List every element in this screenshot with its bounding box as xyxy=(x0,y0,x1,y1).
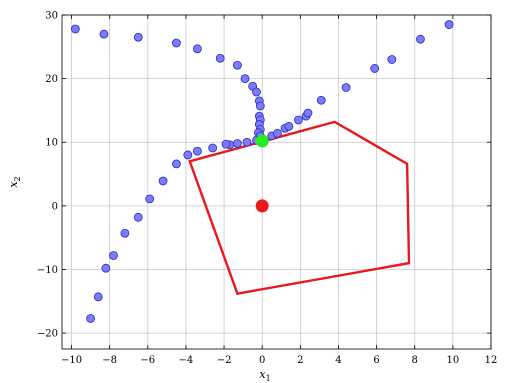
region-polygon xyxy=(188,120,411,296)
data-point xyxy=(370,64,380,73)
data-point xyxy=(233,139,242,148)
data-point xyxy=(120,228,130,238)
data-point xyxy=(233,60,242,70)
x-tick-label: 0 xyxy=(259,355,265,366)
data-point xyxy=(192,44,202,54)
data-point xyxy=(284,121,294,131)
data-point xyxy=(341,83,351,92)
data-point xyxy=(171,159,181,169)
x-tick-label: 4 xyxy=(335,355,341,366)
y-tick-label: 0 xyxy=(52,201,58,212)
data-point xyxy=(208,143,218,153)
data-point xyxy=(294,115,303,125)
axis-ticks xyxy=(62,14,492,349)
x-tick-label: −8 xyxy=(102,355,117,366)
data-point xyxy=(171,38,181,48)
data-point xyxy=(145,194,155,204)
y-tick-label: 30 xyxy=(45,11,58,22)
data-point xyxy=(316,95,326,105)
x-tick-label: −10 xyxy=(61,355,82,366)
data-point xyxy=(444,20,454,29)
data-point xyxy=(387,55,397,64)
y-axis-label: x2 xyxy=(7,176,22,187)
x-tick-label: 10 xyxy=(446,355,459,366)
data-point xyxy=(273,128,282,138)
data-point xyxy=(221,139,231,149)
data-point xyxy=(133,212,143,222)
y-tick-label: 20 xyxy=(45,74,58,85)
y-tick-label: −20 xyxy=(37,329,58,340)
x-tick-label: −2 xyxy=(217,355,232,366)
plot-frame xyxy=(61,14,492,350)
x-tick-label: 6 xyxy=(373,355,379,366)
x-axis-label: x1 xyxy=(259,368,270,383)
y-tick-label: −10 xyxy=(37,265,58,276)
x-tick-label: 8 xyxy=(412,355,418,366)
y-tick-label: 10 xyxy=(45,138,58,149)
x-tick-labels: −10 −8 −6 −4 −2 0 2 4 6 8 10 12 xyxy=(61,355,497,366)
data-point xyxy=(252,87,261,97)
data-point xyxy=(215,53,225,63)
data-point xyxy=(240,74,250,84)
data-point xyxy=(242,137,252,147)
y-tick-labels: −20 −10 0 10 20 30 xyxy=(37,11,58,340)
data-point xyxy=(99,29,109,39)
data-point xyxy=(255,101,265,111)
x-tick-label: −6 xyxy=(140,355,155,366)
data-point xyxy=(101,263,111,273)
data-point xyxy=(109,251,118,260)
highlight-point xyxy=(255,134,269,148)
data-point xyxy=(303,108,313,118)
data-point xyxy=(86,314,95,323)
data-marks xyxy=(70,20,454,323)
x-tick-label: 2 xyxy=(297,355,303,366)
data-point xyxy=(183,150,193,160)
data-point xyxy=(133,32,143,42)
data-point xyxy=(192,146,202,156)
data-point xyxy=(416,34,425,44)
data-point xyxy=(93,292,103,302)
data-point xyxy=(158,176,168,186)
x-tick-label: 12 xyxy=(485,355,498,366)
x-tick-label: −4 xyxy=(179,355,194,366)
center-point xyxy=(255,199,269,213)
data-point xyxy=(70,24,80,34)
